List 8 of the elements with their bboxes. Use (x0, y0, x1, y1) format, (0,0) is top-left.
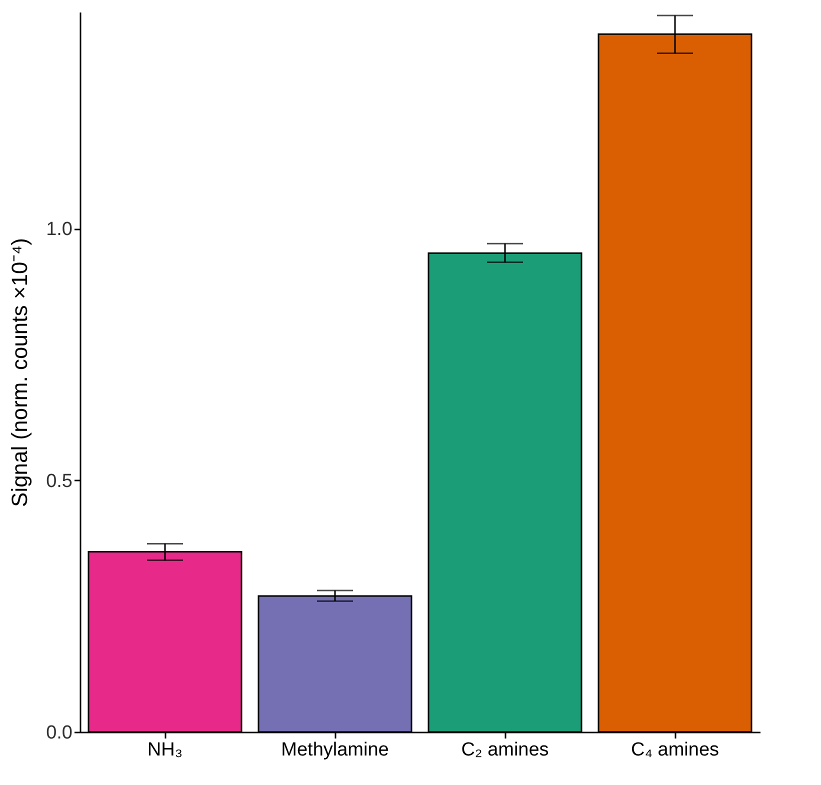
y-tick-label: 1.0 (46, 219, 72, 240)
x-tick-label: Methylamine (281, 740, 389, 760)
x-tick-label: C₂ amines (461, 740, 549, 760)
y-axis-title: Signal (norm. counts ×10⁻⁴) (7, 238, 32, 507)
x-tick-label: NH₃ (147, 740, 183, 760)
x-tick-label: C₄ amines (630, 740, 720, 760)
y-tick-label: 0.5 (46, 470, 72, 492)
y-tick-label: 0.0 (46, 722, 72, 744)
